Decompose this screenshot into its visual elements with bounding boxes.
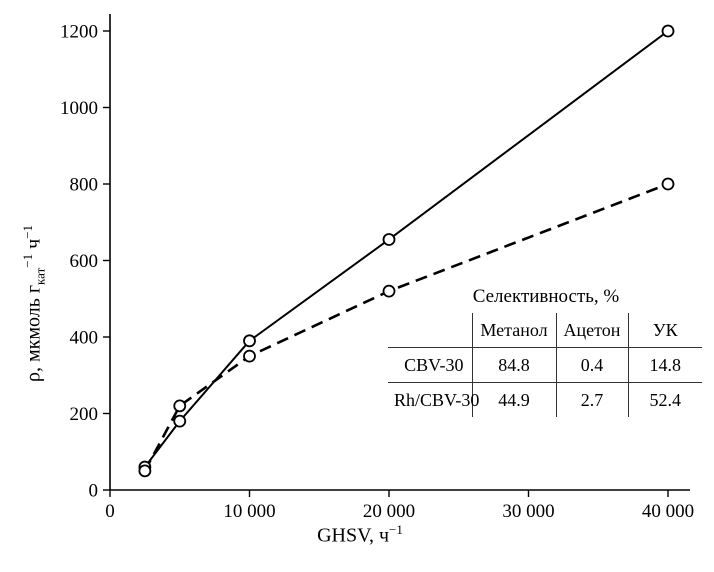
- data-point-marker: [243, 349, 256, 363]
- data-point-marker: [661, 177, 675, 191]
- table-corner-cell: [388, 313, 472, 348]
- cell-cbv30-acetone: 0.4: [555, 347, 628, 383]
- x-axis-label-text: GHSV, ч: [317, 524, 390, 547]
- inset-table-title: Селективность, %: [472, 286, 620, 307]
- table-header-row: Метанол Ацетон УК: [388, 313, 702, 348]
- cell-rhcbv30-acetone: 2.7: [555, 382, 628, 417]
- y-tick-label: 1200: [60, 22, 98, 43]
- y-tick-label: 200: [70, 404, 99, 425]
- y-tick-label: 0: [89, 481, 99, 502]
- y-axis-label-exponent-1: −1: [20, 253, 35, 268]
- table-row: Rh/CBV-30 44.9 2.7 52.4: [388, 382, 702, 417]
- data-point-marker: [382, 233, 396, 246]
- data-point-marker: [382, 284, 396, 298]
- cell-cbv30-uk: 14.8: [627, 347, 702, 383]
- row-label-cbv30: CBV-30: [388, 347, 472, 383]
- column-header-methanol: Метанол: [471, 313, 556, 348]
- x-tick-label: 40 000: [642, 501, 694, 522]
- y-axis-label-text: ρ, мкмоль г: [22, 284, 45, 382]
- data-point-marker: [661, 24, 675, 38]
- x-tick-label: 10 000: [223, 501, 275, 522]
- x-tick-label: 20 000: [363, 501, 415, 522]
- y-tick-label: 800: [70, 175, 99, 196]
- selectivity-inset-table: Селективность, % Метанол Ацетон УК CBV-3…: [388, 286, 704, 417]
- selectivity-table: Метанол Ацетон УК CBV-30 84.8 0.4 14.8 R…: [388, 313, 702, 417]
- cell-cbv30-methanol: 84.8: [471, 347, 556, 383]
- y-tick-label: 400: [70, 328, 99, 349]
- data-point-marker: [173, 414, 187, 428]
- column-header-uk: УК: [627, 313, 702, 348]
- x-axis-label: GHSV, ч−1: [90, 522, 630, 548]
- y-axis-label-exponent-2: −1: [20, 224, 35, 239]
- x-axis-label-exponent: −1: [389, 522, 403, 537]
- cell-rhcbv30-methanol: 44.9: [471, 382, 556, 417]
- cell-rhcbv30-uk: 52.4: [627, 382, 702, 417]
- y-axis-label-subscript: кат: [32, 267, 48, 285]
- data-point-marker: [243, 334, 256, 348]
- y-axis-label-unit: ч: [22, 238, 45, 254]
- y-axis-label: ρ, мкмоль гкат−1 ч−1: [20, 225, 49, 382]
- data-point-marker: [173, 399, 187, 413]
- data-point-marker: [138, 464, 152, 478]
- table-row: CBV-30 84.8 0.4 14.8: [388, 347, 702, 383]
- y-tick-label: 600: [70, 251, 99, 272]
- y-tick-label: 1000: [60, 98, 98, 119]
- x-tick-label: 0: [105, 501, 115, 522]
- row-label-rh-cbv30: Rh/CBV-30: [394, 389, 480, 410]
- x-tick-label: 30 000: [502, 501, 554, 522]
- column-header-acetone: Ацетон: [555, 313, 628, 348]
